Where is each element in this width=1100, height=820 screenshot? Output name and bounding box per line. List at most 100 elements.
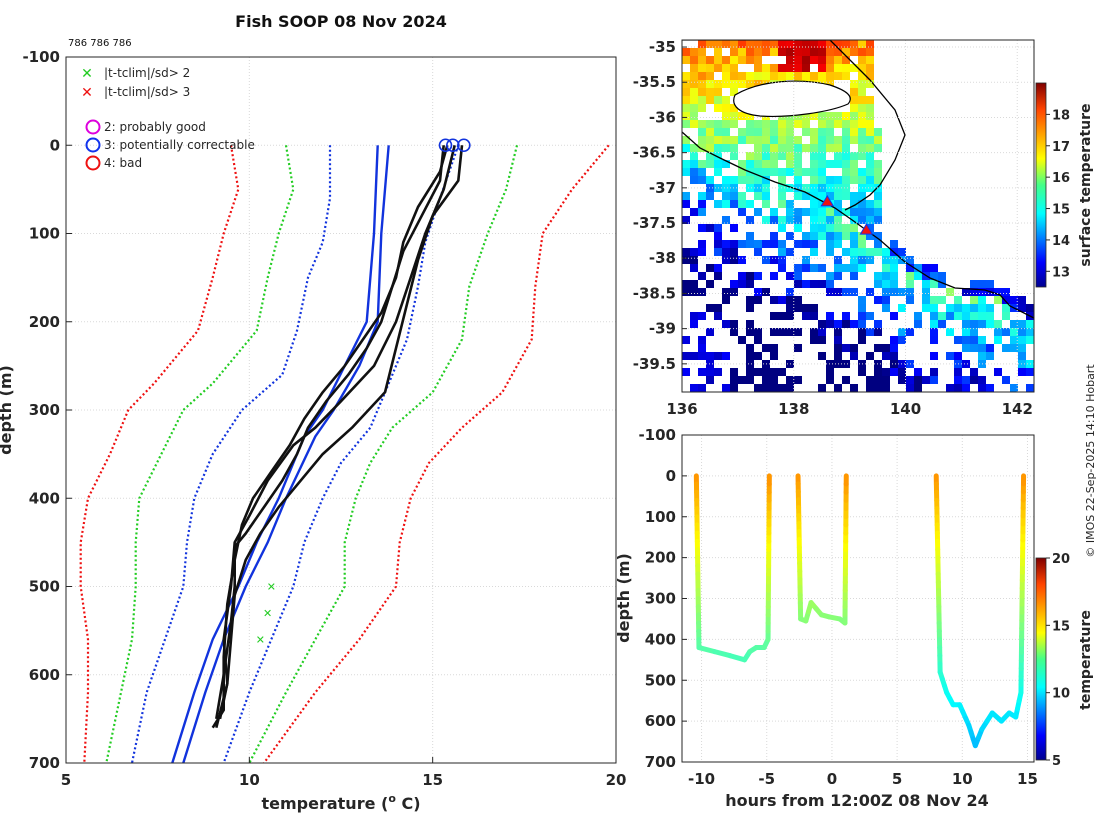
sst-cell [762,344,770,352]
sst-cell [770,216,778,224]
sst-cell [754,48,762,56]
sst-cell [738,280,746,288]
sst-cell [842,232,850,240]
sst-cell [874,176,882,184]
legend-label: 3: potentially correctable [104,138,255,152]
sst-cell [714,304,722,312]
sst-cell [794,304,802,312]
sst-cell [834,384,842,392]
sst-cell [810,336,818,344]
sst-cell [858,128,866,136]
sst-cell [754,176,762,184]
sst-cell [874,344,882,352]
sst-cell [938,296,946,304]
sst-cell [850,224,858,232]
sst-cell [714,248,722,256]
sst-cell [730,152,738,160]
ship-position-marker [820,194,835,207]
sst-cell [810,248,818,256]
sst-cell [786,72,794,80]
sst-cell [842,184,850,192]
sst-cell [754,80,762,88]
sst-colorbar-tick-label: 15 [1052,203,1070,218]
sst-cell [802,256,810,264]
sst-cell [786,136,794,144]
sst-cell [746,216,754,224]
sst-cell [706,368,714,376]
sst-cell [866,176,874,184]
sst-cell [810,136,818,144]
sst-cell [858,296,866,304]
sst-colorbar-tick-label: 16 [1052,171,1070,186]
sst-cell [858,200,866,208]
sst-cell [826,368,834,376]
sst-cell [714,232,722,240]
sst-cell [698,144,706,152]
sst-cell [962,304,970,312]
sst-cell [682,352,690,360]
sst-cell [858,368,866,376]
sst-cell [818,64,826,72]
sst-cell [682,96,690,104]
sst-cell [730,288,738,296]
lat-tick-label: -38.5 [633,284,676,302]
sst-cell [834,256,842,264]
sst-colorbar-tick-label: 18 [1052,108,1070,123]
sst-cell [810,240,818,248]
sst-cell [818,320,826,328]
sst-cell [810,144,818,152]
sst-cell [794,72,802,80]
profile-x-label-main: temperature ( [261,794,388,813]
legend-circle-magenta-icon [85,119,101,135]
sst-cell [770,208,778,216]
sst-cell [690,176,698,184]
sst-cell [810,264,818,272]
sst-cell [794,280,802,288]
sst-cell [834,320,842,328]
sst-cell [746,320,754,328]
sst-cell [834,48,842,56]
sst-cell [738,376,746,384]
hour-tick-label: 10 [952,770,973,788]
sst-cell [682,136,690,144]
sst-cell [850,168,858,176]
sst-cell [770,72,778,80]
depth-time-panel: -10 -5 0 5 10 15 -100 0 100 200 300 400 500 600 700 de… [614,426,1094,810]
sst-cell [826,192,834,200]
depth-time-gridlines [682,434,1034,763]
sst-cell [834,160,842,168]
profile-gridlines [65,56,617,764]
sst-cell [970,336,978,344]
sst-cell [858,208,866,216]
sst-cell [826,312,834,320]
sst-cell [1018,304,1026,312]
sst-cell [866,184,874,192]
hour-tick-label: 15 [1017,770,1038,788]
sst-cell [866,224,874,232]
sst-cell [850,48,858,56]
sst-cell [826,72,834,80]
sst-cell [858,64,866,72]
sst-cell [706,72,714,80]
sst-cell [1002,312,1010,320]
sst-cell [754,336,762,344]
sst-cell [746,240,754,248]
sst-cell [810,312,818,320]
sst-cell [746,48,754,56]
sst-cell [954,312,962,320]
sst-cell [746,160,754,168]
sst-cell [706,376,714,384]
sst-cell [794,216,802,224]
sst-cell [874,168,882,176]
sst-cell [866,208,874,216]
sst-cell [802,128,810,136]
depth-tick-label: 700 [645,753,676,771]
sst-cell [754,120,762,128]
sst-cell [874,384,882,392]
sst-cell [834,144,842,152]
sst-cell [746,296,754,304]
sst-cell [722,248,730,256]
sst-cell [714,368,722,376]
sst-cell [890,264,898,272]
sst-cell [818,224,826,232]
